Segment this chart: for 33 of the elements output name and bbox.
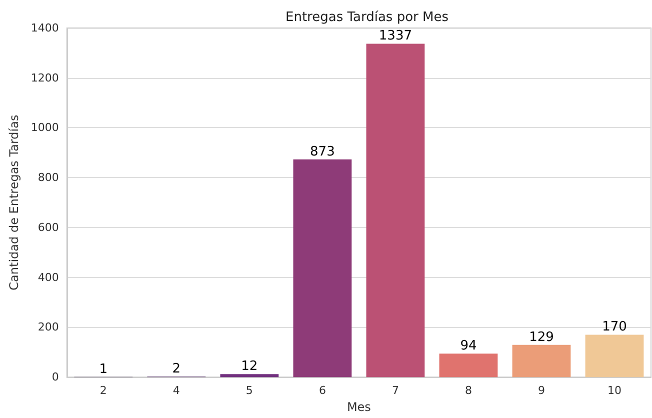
x-tick-label: 6 — [318, 384, 326, 398]
x-axis-title: Mes — [346, 400, 371, 414]
y-tick-label: 1400 — [30, 22, 59, 34]
x-tick-label: 9 — [538, 384, 545, 398]
bar — [512, 344, 571, 378]
bar — [439, 354, 498, 378]
x-tick-label: 8 — [464, 384, 472, 398]
y-axis-title: Cantidad de Entregas Tardías — [7, 114, 21, 290]
data-label: 129 — [529, 330, 554, 345]
y-tick-label: 1000 — [30, 121, 59, 134]
bar — [585, 334, 644, 378]
x-tick-label: 7 — [392, 384, 399, 398]
x-tick-label: 10 — [607, 384, 622, 398]
bar — [366, 44, 425, 378]
y-tick-label: 800 — [38, 171, 59, 184]
y-tick-label: 400 — [38, 270, 59, 284]
data-label: 2 — [172, 362, 181, 377]
bar — [220, 374, 279, 378]
y-tick-label: 200 — [38, 320, 59, 334]
data-label: 12 — [241, 359, 258, 374]
data-label: 873 — [310, 144, 335, 160]
data-label: 170 — [602, 320, 627, 335]
y-tick-label: 600 — [38, 220, 59, 234]
bar — [293, 159, 352, 378]
data-label: 1 — [99, 362, 108, 377]
x-tick-label: 4 — [172, 384, 180, 398]
y-tick-label: 1200 — [30, 71, 59, 84]
x-tick-label: 2 — [100, 384, 107, 398]
chart-title: Entregas Tardías por Mes — [285, 10, 449, 25]
y-tick-label: 0 — [52, 370, 59, 384]
x-tick-label: 5 — [246, 384, 253, 398]
data-label: 94 — [460, 338, 477, 354]
data-label: 1337 — [378, 28, 412, 44]
